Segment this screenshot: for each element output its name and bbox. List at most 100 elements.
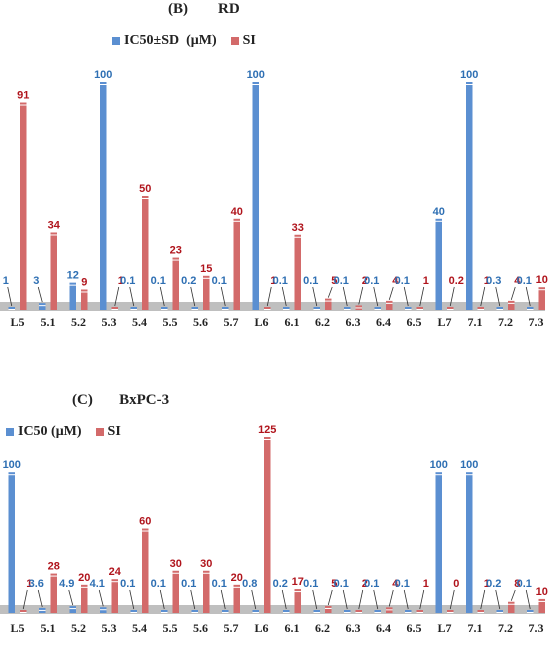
data-label-si: 0 [453, 578, 459, 590]
bar-ic50 [496, 307, 503, 310]
data-label-si: 4 [392, 275, 399, 287]
legend: IC50±SD (μM) SI [112, 33, 270, 49]
data-label-ic50: 0.1 [151, 578, 166, 590]
data-label-ic50: 0.1 [212, 578, 227, 590]
bar-si [477, 307, 484, 310]
bar-si [233, 218, 240, 310]
legend-item-ic50: IC50±SD (μM) [112, 33, 217, 49]
data-label-ic50: 0.2 [273, 578, 288, 590]
bar-ic50 [161, 610, 168, 613]
legend-swatch-ic50 [6, 428, 14, 436]
data-label-si: 4 [392, 578, 399, 590]
legend-label-ic50: IC50 (μM) [18, 424, 82, 439]
bar-si [447, 307, 454, 310]
leader-line [525, 286, 531, 307]
data-label-si: 1 [270, 275, 276, 287]
leader-line [312, 589, 318, 610]
x-tick-label: 6.2 [315, 621, 330, 635]
bar-si [203, 275, 210, 310]
data-label-si: 2 [362, 578, 368, 590]
data-label-si: 10 [536, 274, 548, 286]
bar-ic50 [222, 610, 229, 613]
bar-ic50 [69, 606, 76, 613]
bar-si [325, 605, 332, 613]
data-label-si: 33 [292, 222, 304, 234]
bar-si [81, 289, 88, 310]
leader-line [159, 589, 165, 610]
x-tick-label: 6.5 [407, 315, 422, 329]
data-label-si: 5 [331, 275, 337, 287]
x-tick-label: 7.1 [468, 315, 483, 329]
x-tick-label: 5.3 [102, 621, 117, 635]
bar-si [142, 528, 149, 613]
data-label-si: 125 [258, 424, 276, 436]
bar-si [416, 610, 423, 613]
leader-line [37, 589, 43, 608]
bar-ic50 [130, 307, 137, 310]
bar-si [81, 584, 88, 613]
data-label-ic50: 0.8 [242, 578, 257, 590]
bar-si [203, 570, 210, 613]
bar-ic50 [466, 472, 473, 613]
leader-line [495, 589, 501, 610]
leader-line [266, 286, 272, 307]
data-label-ic50: 0.1 [334, 578, 349, 590]
data-label-ic50: 3.6 [29, 578, 44, 590]
leader-line [388, 589, 394, 607]
bar-si [538, 287, 545, 310]
x-tick-label: L5 [10, 315, 24, 329]
leader-line [342, 286, 348, 307]
data-label-si: 15 [200, 263, 212, 275]
leader-line [449, 286, 455, 307]
bar-si [355, 610, 362, 613]
x-tick-label: 5.2 [71, 621, 86, 635]
legend-item-ic50: IC50 (μM) [6, 424, 82, 440]
leader-line [495, 286, 501, 307]
bar-si [233, 584, 240, 613]
bar-ic50 [344, 307, 351, 310]
x-tick-label: 7.3 [529, 315, 544, 329]
leader-line [220, 589, 226, 610]
bar-ic50 [100, 82, 107, 310]
x-tick-label: 5.2 [71, 315, 86, 329]
data-label-si: 30 [170, 558, 182, 570]
bar-si [477, 610, 484, 613]
bar-ic50 [466, 82, 473, 310]
legend-swatch-si [95, 428, 104, 436]
bar-ic50 [252, 610, 259, 613]
data-label-si: 34 [48, 219, 61, 231]
data-label-ic50: 0.1 [212, 275, 227, 287]
data-label-si: 0.2 [449, 275, 464, 287]
baseline-strip [0, 302, 545, 311]
bar-ic50 [191, 307, 198, 310]
data-label-ic50: 40 [433, 206, 445, 218]
x-tick-label: L6 [254, 315, 268, 329]
bar-ic50 [344, 610, 351, 613]
data-label-ic50: 0.1 [334, 275, 349, 287]
data-label-ic50: 1 [3, 275, 9, 287]
data-label-si: 23 [170, 245, 182, 257]
data-label-ic50: 0.1 [364, 275, 379, 287]
data-label-ic50: 100 [430, 459, 448, 471]
leader-line [403, 286, 409, 307]
legend-label-si: SI [242, 33, 256, 48]
x-tick-label: 6.5 [407, 621, 422, 635]
leader-line [190, 286, 196, 307]
data-label-si: 17 [292, 576, 304, 588]
bar-si [111, 579, 118, 613]
bar-si [447, 610, 454, 613]
data-label-ic50: 0.1 [517, 578, 532, 590]
data-label-ic50: 0.1 [364, 578, 379, 590]
leader-line [510, 589, 516, 601]
leader-line [358, 286, 364, 305]
data-label-si: 1 [484, 275, 490, 287]
bar-ic50 [8, 307, 15, 310]
leader-line [342, 589, 348, 610]
data-label-ic50: 0.2 [181, 275, 196, 287]
data-label-ic50: 0.1 [395, 578, 410, 590]
leader-line [37, 286, 43, 303]
leader-line [373, 286, 379, 307]
bar-si [172, 570, 179, 613]
data-label-ic50: 0.1 [303, 275, 318, 287]
leader-line [480, 589, 486, 610]
